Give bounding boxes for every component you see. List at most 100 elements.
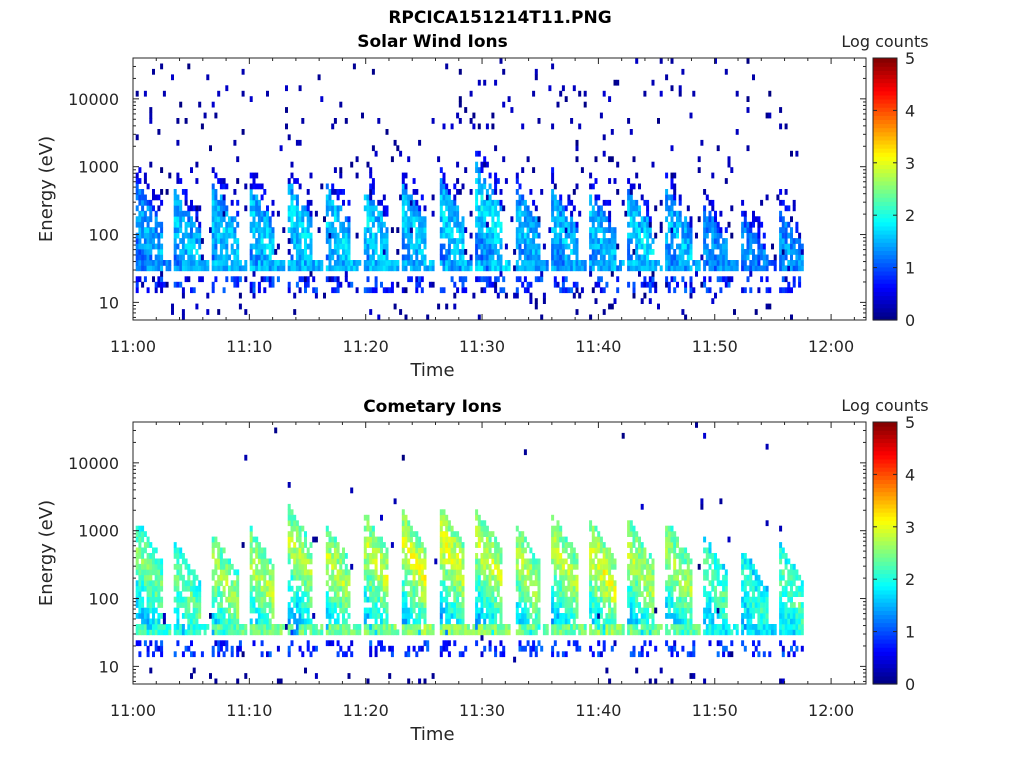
spectrogram-cell — [396, 145, 400, 152]
spectrogram-cell — [556, 624, 560, 630]
spectrogram-cell — [295, 596, 299, 603]
spectrogram-cell — [407, 232, 411, 239]
spectrogram-cell — [418, 569, 422, 576]
spectrogram-cell — [670, 260, 674, 266]
spectrogram-cell — [559, 596, 563, 603]
spectrogram-cell — [377, 254, 381, 261]
spectrogram-cell — [442, 509, 446, 516]
spectrogram-cell — [266, 569, 269, 576]
spectrogram-cell — [369, 574, 373, 581]
spectrogram-cell — [420, 216, 424, 223]
spectrogram-cell — [594, 569, 598, 576]
spectrogram-cell — [475, 216, 479, 223]
spectrogram-cell — [456, 569, 460, 576]
spectrogram-cell — [339, 227, 343, 233]
spectrogram-cell — [456, 112, 460, 119]
spectrogram-cell — [439, 199, 443, 206]
spectrogram-cell — [157, 249, 161, 255]
spectrogram-cell — [703, 238, 707, 244]
spectrogram-cell — [249, 602, 253, 608]
spectrogram-cell — [293, 629, 297, 636]
spectrogram-cell — [515, 178, 519, 184]
spectrogram-cell — [203, 265, 207, 272]
spectrogram-cell — [181, 553, 185, 559]
spectrogram-cell — [632, 569, 636, 576]
spectrogram-cell — [475, 232, 479, 239]
spectrogram-cell — [241, 129, 245, 135]
spectrogram-cell — [374, 607, 378, 614]
spectrogram-cell — [741, 260, 745, 266]
spectrogram-cell — [409, 536, 413, 543]
spectrogram-cell — [152, 651, 155, 658]
spectrogram-cell — [198, 205, 202, 212]
spectrogram-cell — [309, 249, 313, 255]
spectrogram-cell — [263, 227, 267, 233]
colorbar-segment — [873, 82, 897, 88]
spectrogram-cell — [491, 123, 495, 130]
spectrogram-cell — [190, 265, 193, 272]
spectrogram-cell — [450, 563, 454, 570]
spectrogram-cell — [605, 596, 609, 603]
spectrogram-cell — [211, 281, 215, 288]
spectrogram-cell — [494, 178, 498, 184]
spectrogram-cell — [420, 585, 424, 592]
spectrogram-cell — [371, 199, 375, 206]
spectrogram-cell — [697, 260, 701, 266]
spectrogram-cell — [333, 205, 337, 212]
spectrogram-cell — [369, 287, 373, 294]
spectrogram-cell — [241, 68, 245, 75]
spectrogram-cell — [483, 216, 487, 223]
spectrogram-cell — [412, 531, 416, 537]
spectrogram-cell — [181, 596, 185, 603]
spectrogram-cell — [743, 210, 747, 217]
spectrogram-cell — [523, 618, 527, 625]
spectrogram-cell — [526, 249, 530, 255]
spectrogram-cell — [716, 221, 720, 228]
spectrogram-cell — [676, 265, 679, 272]
spectrogram-cell — [295, 281, 299, 288]
spectrogram-cell — [667, 194, 671, 201]
spectrogram-cell — [480, 558, 484, 565]
spectrogram-cell — [336, 629, 340, 636]
spectrogram-cell — [621, 624, 625, 630]
spectrogram-cell — [445, 585, 449, 592]
spectrogram-cell — [686, 260, 690, 266]
spectrogram-cell — [260, 216, 264, 223]
spectrogram-cell — [401, 243, 405, 250]
spectrogram-cell — [336, 569, 340, 576]
spectrogram-cell — [648, 221, 652, 228]
spectrogram-cell — [407, 227, 411, 233]
spectrogram-cell — [580, 260, 584, 266]
spectrogram-cell — [325, 531, 329, 537]
spectrogram-cell — [257, 260, 261, 266]
spectrogram-cell — [556, 558, 560, 565]
spectrogram-cell — [643, 232, 647, 239]
colorbar-segment — [873, 254, 897, 260]
spectrogram-cell — [589, 216, 593, 223]
spectrogram-cell — [638, 205, 641, 212]
spectrogram-cell — [619, 624, 622, 630]
spectrogram-cell — [477, 531, 481, 537]
spectrogram-cell — [458, 260, 462, 266]
spectrogram-cell — [605, 216, 609, 223]
spectrogram-cell — [217, 254, 221, 261]
spectrogram-cell — [401, 172, 405, 179]
colorbar-segment — [873, 201, 897, 206]
spectrogram-cell — [496, 563, 500, 570]
spectrogram-cell — [711, 265, 715, 272]
spectrogram-cell — [570, 558, 574, 565]
spectrogram-cell — [252, 607, 256, 614]
spectrogram-cell — [752, 260, 755, 266]
spectrogram-cell — [382, 221, 386, 228]
spectrogram-cell — [632, 645, 636, 652]
spectrogram-cell — [219, 553, 223, 559]
spectrogram-cell — [347, 624, 351, 630]
spectrogram-cell — [499, 189, 503, 195]
spectrogram-cell — [279, 624, 283, 630]
spectrogram-cell — [711, 260, 715, 266]
spectrogram-cell — [499, 558, 503, 565]
spectrogram-cell — [409, 243, 413, 250]
spectrogram-cell — [301, 216, 305, 223]
spectrogram-cell — [743, 216, 747, 223]
spectrogram-cell — [404, 514, 408, 521]
